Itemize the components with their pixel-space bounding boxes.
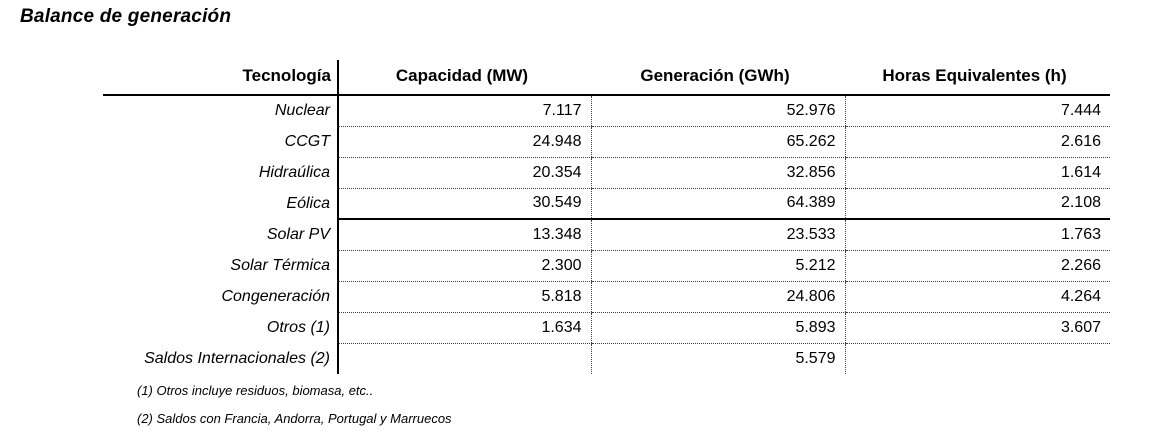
cell-generacion: 32.856 bbox=[590, 157, 845, 189]
column-header-capacidad: Capacidad (MW) bbox=[338, 60, 591, 96]
cell-generacion: 64.389 bbox=[590, 188, 845, 220]
table-body: Nuclear 7.117 52.976 7.444 CCGT 24.948 65.262 2… bbox=[103, 95, 1110, 374]
footnotes: (1) Otros incluye residuos, biomasa, etc… bbox=[137, 383, 452, 438]
cell-generacion: 65.262 bbox=[590, 126, 845, 158]
cell-horas bbox=[844, 343, 1110, 374]
table-row: Congeneración 5.818 24.806 4.264 bbox=[103, 281, 1110, 313]
column-header-generacion: Generación (GWh) bbox=[591, 60, 845, 96]
row-label-tecnologia: Nuclear bbox=[103, 95, 339, 126]
table-row: Nuclear 7.117 52.976 7.444 bbox=[103, 95, 1110, 127]
cell-capacidad: 20.354 bbox=[338, 157, 591, 189]
header-row: Tecnología Capacidad (MW) Generación (GW… bbox=[103, 60, 1110, 96]
cell-capacidad: 5.818 bbox=[338, 281, 591, 313]
cell-horas: 1.614 bbox=[844, 157, 1110, 189]
row-label-tecnologia: CCGT bbox=[103, 126, 339, 157]
row-label-tecnologia: Eólica bbox=[103, 188, 339, 219]
cell-capacidad: 2.300 bbox=[338, 250, 591, 282]
cell-generacion: 5.579 bbox=[590, 343, 845, 374]
table-row: Eólica 30.549 64.389 2.108 bbox=[103, 188, 1110, 220]
cell-horas: 2.616 bbox=[844, 126, 1110, 158]
table-row: Otros (1) 1.634 5.893 3.607 bbox=[103, 312, 1110, 344]
cell-horas: 4.264 bbox=[844, 281, 1110, 313]
table-row: Hidraúlica 20.354 32.856 1.614 bbox=[103, 157, 1110, 189]
row-label-tecnologia: Saldos Internacionales (2) bbox=[103, 343, 339, 374]
table-row: Solar PV 13.348 23.533 1.763 bbox=[103, 219, 1110, 251]
footnote-1: (1) Otros incluye residuos, biomasa, etc… bbox=[137, 383, 374, 398]
cell-generacion: 23.533 bbox=[590, 219, 845, 251]
page-title: Balance de generación bbox=[20, 6, 232, 27]
column-header-horas-equivalentes: Horas Equivalentes (h) bbox=[845, 60, 1110, 96]
cell-generacion: 24.806 bbox=[590, 281, 845, 313]
cell-horas: 2.266 bbox=[844, 250, 1110, 282]
data-table: Tecnología Capacidad (MW) Generación (GW… bbox=[103, 60, 1110, 374]
cell-generacion: 5.893 bbox=[590, 312, 845, 344]
row-label-tecnologia: Solar Térmica bbox=[103, 250, 339, 281]
cell-horas: 1.763 bbox=[844, 219, 1110, 251]
cell-capacidad: 13.348 bbox=[338, 219, 591, 251]
row-label-tecnologia: Hidraúlica bbox=[103, 157, 339, 188]
table-row: Saldos Internacionales (2) 5.579 bbox=[103, 343, 1110, 374]
cell-capacidad bbox=[338, 343, 591, 374]
cell-horas: 3.607 bbox=[844, 312, 1110, 344]
cell-capacidad: 7.117 bbox=[338, 95, 591, 127]
row-label-tecnologia: Congeneración bbox=[103, 281, 339, 312]
row-label-tecnologia: Solar PV bbox=[103, 219, 339, 250]
generation-balance-table: Tecnología Capacidad (MW) Generación (GW… bbox=[103, 60, 1110, 374]
table-row: Solar Térmica 2.300 5.212 2.266 bbox=[103, 250, 1110, 282]
footnote-2: (2) Saldos con Francia, Andorra, Portuga… bbox=[137, 411, 452, 426]
column-header-tecnologia: Tecnología bbox=[103, 60, 339, 96]
table-row: CCGT 24.948 65.262 2.616 bbox=[103, 126, 1110, 158]
cell-generacion: 52.976 bbox=[590, 95, 845, 127]
cell-horas: 2.108 bbox=[844, 188, 1110, 220]
row-label-tecnologia: Otros (1) bbox=[103, 312, 339, 343]
cell-capacidad: 1.634 bbox=[338, 312, 591, 344]
cell-capacidad: 24.948 bbox=[338, 126, 591, 158]
cell-horas: 7.444 bbox=[844, 95, 1110, 127]
cell-capacidad: 30.549 bbox=[338, 188, 591, 220]
cell-generacion: 5.212 bbox=[590, 250, 845, 282]
